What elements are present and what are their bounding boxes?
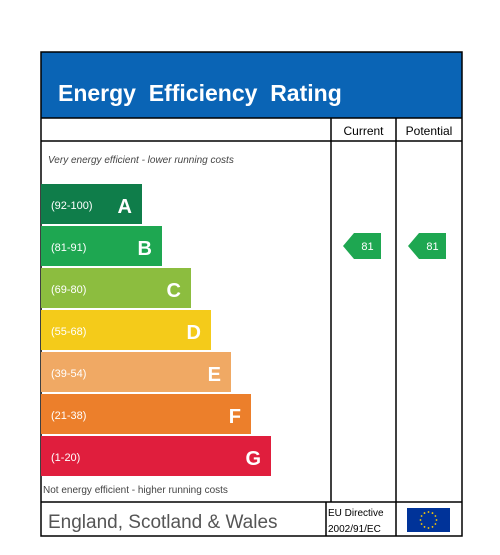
band-a-letter: A	[118, 196, 132, 218]
eu-star-icon	[420, 523, 423, 525]
eu-stars	[419, 511, 438, 529]
eu-star-icon	[435, 519, 438, 521]
band-g-bar	[41, 436, 271, 476]
region-label: England, Scotland & Wales	[48, 512, 278, 533]
band-b-letter: B	[138, 238, 152, 260]
potential-rating-value: 81	[426, 241, 438, 253]
current-rating-arrow	[343, 233, 381, 259]
band-a-bar	[41, 184, 142, 224]
eu-star-icon	[420, 515, 423, 517]
directive-line-1: EU Directive	[328, 508, 384, 519]
band-c-range: (69-80)	[51, 284, 86, 296]
potential-rating-arrow	[408, 233, 446, 259]
band-b-bar	[41, 226, 162, 266]
band-d-letter: D	[187, 322, 201, 344]
band-a-range: (92-100)	[51, 200, 93, 212]
directive-line-2: 2002/91/EC	[328, 524, 381, 535]
band-e-letter: E	[208, 364, 221, 386]
eu-star-icon	[434, 523, 437, 525]
current-rating-value: 81	[361, 241, 373, 253]
eu-star-icon	[423, 512, 426, 514]
band-e-range: (39-54)	[51, 368, 86, 380]
eu-star-icon	[434, 515, 437, 517]
band-b-range: (81-91)	[51, 242, 86, 254]
band-c-bar	[41, 268, 191, 308]
potential-column-header: Potential	[406, 124, 453, 138]
band-c-letter: C	[167, 280, 181, 302]
band-g-letter: G	[245, 448, 261, 470]
band-d-bar	[41, 310, 211, 350]
band-d-range: (55-68)	[51, 326, 86, 338]
eu-star-icon	[427, 527, 430, 529]
top-note: Very energy efficient - lower running co…	[48, 155, 234, 166]
current-column-header: Current	[343, 124, 384, 138]
band-f-bar	[41, 394, 251, 434]
rating-bands: (92-100) A (81-91) B (69-80) C (55-68) D (39-54)…	[41, 184, 271, 476]
eu-star-icon	[419, 519, 422, 521]
eu-star-icon	[431, 512, 434, 514]
band-e-bar	[41, 352, 231, 392]
header-bar	[41, 52, 462, 118]
band-g-range: (1-20)	[51, 452, 80, 464]
rating-arrows: 81 81	[343, 233, 446, 259]
band-f-letter: F	[229, 406, 241, 428]
eu-star-icon	[423, 526, 426, 528]
chart-title: Energy Efficiency Rating	[58, 80, 342, 106]
bottom-note: Not energy efficient - higher running co…	[43, 485, 228, 496]
eu-star-icon	[427, 511, 430, 513]
band-f-range: (21-38)	[51, 410, 86, 422]
eu-star-icon	[431, 526, 434, 528]
